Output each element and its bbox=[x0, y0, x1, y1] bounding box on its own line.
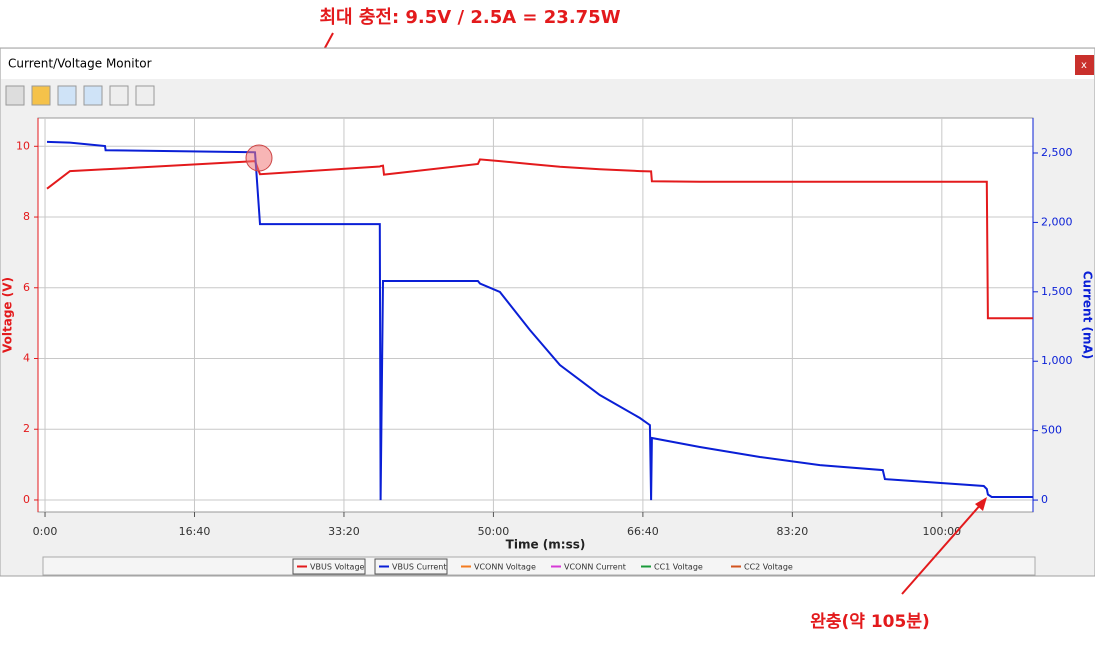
title-bar bbox=[1, 49, 1094, 79]
y2-tick-label: 1,500 bbox=[1041, 285, 1073, 298]
toolbar bbox=[5, 85, 155, 106]
y2-axis-label: Current (mA) bbox=[1081, 271, 1095, 360]
tool-button[interactable] bbox=[31, 85, 51, 106]
legend-label: CC2 Voltage bbox=[744, 563, 793, 572]
y2-tick-label: 1,000 bbox=[1041, 354, 1073, 367]
y-axis-label: Voltage (V) bbox=[1, 277, 15, 353]
x-tick-label: 50:00 bbox=[478, 525, 510, 538]
window-title: Current/Voltage Monitor bbox=[8, 57, 152, 71]
y2-tick-label: 2,000 bbox=[1041, 215, 1073, 228]
annotation: 완충(약 105분) bbox=[810, 611, 930, 632]
legend-label: VBUS Voltage bbox=[310, 563, 365, 572]
tool-button[interactable] bbox=[135, 85, 155, 106]
legend-label: VBUS Current bbox=[392, 563, 446, 572]
tool-button[interactable] bbox=[5, 85, 25, 106]
y2-tick-label: 500 bbox=[1041, 424, 1062, 437]
x-tick-label: 100:00 bbox=[922, 525, 961, 538]
close-button[interactable] bbox=[1075, 55, 1094, 75]
highlight bbox=[245, 144, 273, 172]
x-tick-label: 16:40 bbox=[179, 525, 211, 538]
legend bbox=[42, 556, 1036, 576]
x-tick-label: 83:20 bbox=[777, 525, 809, 538]
x-tick-label: 33:20 bbox=[328, 525, 360, 538]
arrow-head bbox=[975, 497, 987, 511]
tool-button[interactable] bbox=[83, 85, 103, 106]
y-tick-label: 0 bbox=[23, 493, 30, 506]
series-line bbox=[46, 158, 1033, 320]
y2-tick-label: 0 bbox=[1041, 493, 1048, 506]
y-tick-label: 10 bbox=[16, 139, 30, 152]
plot-area bbox=[37, 117, 1034, 513]
close-label[interactable]: x bbox=[1081, 60, 1087, 71]
legend-frame bbox=[292, 558, 366, 575]
series-line bbox=[46, 140, 1033, 501]
y-tick-label: 4 bbox=[23, 352, 30, 365]
annotation: 최대 충전: 9.5V / 2.5A = 23.75W bbox=[319, 7, 620, 28]
tool-button[interactable] bbox=[109, 85, 129, 106]
y-tick-label: 6 bbox=[23, 281, 30, 294]
x-tick-label: 0:00 bbox=[33, 525, 58, 538]
legend-frame bbox=[374, 558, 448, 575]
x-tick-label: 66:40 bbox=[627, 525, 659, 538]
arrow bbox=[901, 502, 983, 595]
y-tick-label: 2 bbox=[23, 422, 30, 435]
y-tick-label: 8 bbox=[23, 210, 30, 223]
x-axis-label: Time (m:ss) bbox=[506, 538, 586, 552]
legend-label: VCONN Current bbox=[564, 563, 626, 572]
tool-button[interactable] bbox=[57, 85, 77, 106]
legend-label: VCONN Voltage bbox=[474, 563, 536, 572]
legend-label: CC1 Voltage bbox=[654, 563, 703, 572]
y2-tick-label: 2,500 bbox=[1041, 146, 1073, 159]
